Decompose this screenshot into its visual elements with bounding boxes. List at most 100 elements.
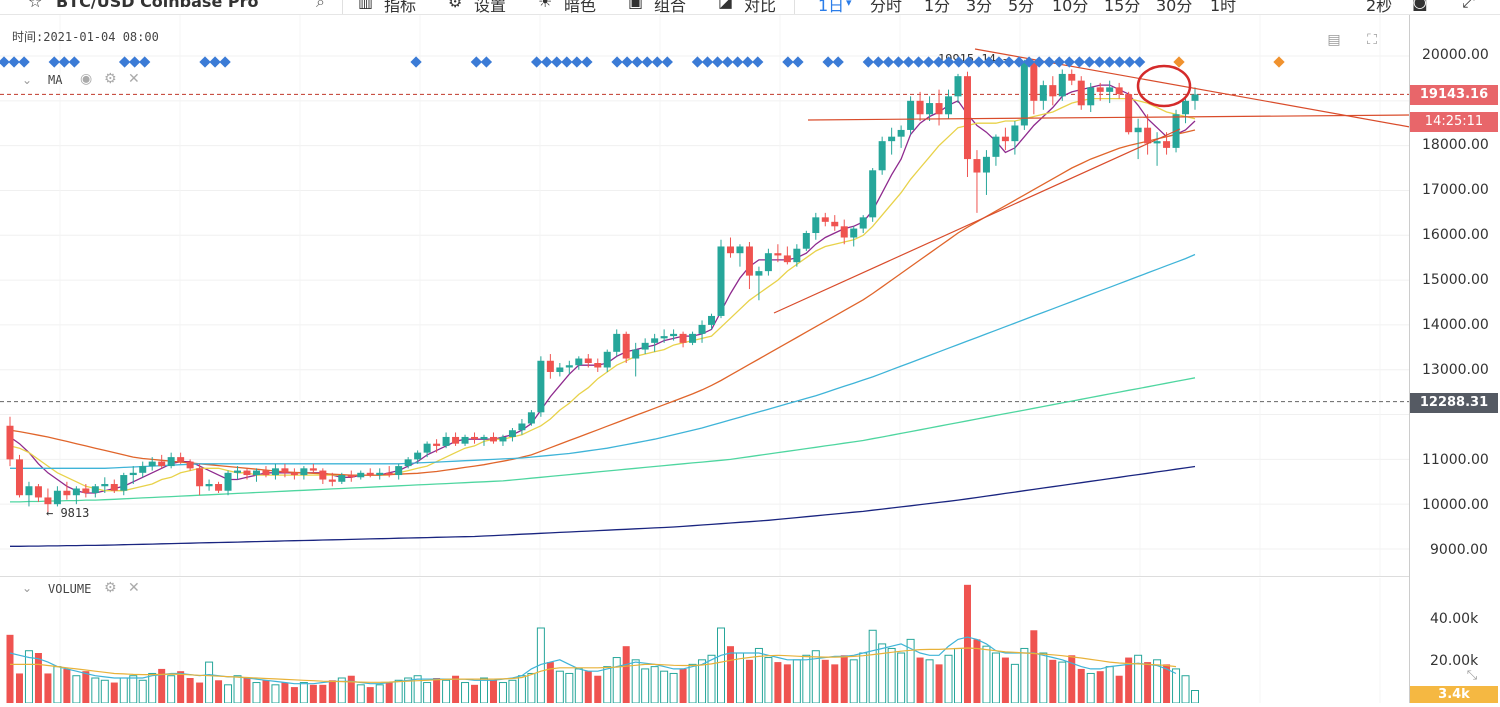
interval-selected[interactable]: 1日	[818, 0, 845, 15]
expand-icon[interactable]: ⛶	[1367, 32, 1377, 48]
signal-marker	[1113, 56, 1126, 68]
signal-marker	[872, 56, 885, 68]
volume-bar	[868, 629, 877, 704]
signal-marker	[621, 56, 633, 68]
signal-marker	[902, 56, 915, 68]
dark-mode-button[interactable]: 暗色	[564, 0, 597, 15]
fullscreen-toggle-icon[interactable]: ⤡	[1466, 668, 1478, 683]
signal-marker	[58, 56, 70, 68]
volume-bar	[1030, 630, 1038, 703]
candle	[34, 486, 42, 498]
compare-icon[interactable]: ◪	[718, 0, 734, 11]
top-toolbar: ☆ BTC/USD Coinbase Pro ⌕ ▥ 指标 ⚙ 设置 ☀ 暗色 …	[0, 0, 1500, 15]
volume-close-icon[interactable]: ✕	[128, 580, 140, 596]
candle	[158, 461, 166, 467]
settings-button[interactable]: 设置	[474, 0, 507, 15]
volume-bar	[489, 680, 497, 703]
candle	[793, 248, 801, 263]
chart-layout-icon[interactable]: ▤	[1327, 32, 1341, 48]
moon-icon[interactable]: ☀	[538, 0, 553, 11]
volume-axis-tick: 40.00k	[1430, 611, 1479, 627]
candle	[234, 470, 242, 473]
camera-icon[interactable]: ◙	[1412, 0, 1428, 11]
interval-3m[interactable]: 3分	[966, 0, 993, 15]
candle	[395, 466, 403, 476]
countdown-tag: 14:25:11	[1410, 112, 1498, 132]
interval-15m[interactable]: 15分	[1104, 0, 1141, 15]
candle	[736, 246, 744, 254]
signal-marker	[1083, 56, 1096, 68]
volume-bar	[1134, 654, 1143, 704]
volume-bar	[612, 657, 621, 704]
signal-marker	[711, 56, 724, 68]
interval-5m[interactable]: 5分	[1008, 0, 1035, 15]
star-icon[interactable]: ☆	[28, 0, 43, 11]
volume-bar	[584, 671, 592, 703]
candle	[461, 436, 469, 444]
candle	[689, 333, 697, 343]
price-chart-pane[interactable]: 19915.14 → ← 9813	[0, 15, 1411, 577]
candle	[1039, 85, 1047, 101]
candle	[281, 468, 289, 473]
layout-icon[interactable]: ▣	[628, 0, 644, 11]
candle	[907, 100, 915, 130]
candle	[973, 159, 981, 173]
volume-bar	[831, 664, 839, 703]
indicators-icon[interactable]: ▥	[358, 0, 374, 11]
ma-collapse-icon[interactable]: ⌄	[22, 73, 33, 87]
candle	[366, 472, 374, 476]
candle	[499, 436, 507, 442]
ma-close-icon[interactable]: ✕	[128, 71, 140, 87]
volume-bar	[394, 679, 403, 704]
volume-bar	[262, 680, 270, 703]
volume-settings-icon[interactable]: ⚙	[104, 580, 117, 596]
interval-1h[interactable]: 1时	[1210, 0, 1237, 15]
interval-1m[interactable]: 1分	[924, 0, 951, 15]
price-axis[interactable]: 20000.00 18000.00 17000.00 16000.00 1500…	[1410, 15, 1500, 703]
candle	[527, 412, 535, 424]
volume-bar	[1010, 663, 1019, 704]
refresh-interval[interactable]: 2秒	[1366, 0, 1393, 15]
indicators-button[interactable]: 指标	[384, 0, 417, 15]
ma-settings-icon[interactable]: ⚙	[104, 71, 117, 87]
signal-marker	[1093, 56, 1106, 68]
chevron-down-icon[interactable]: ▾	[846, 0, 852, 9]
gear-icon[interactable]: ⚙	[448, 0, 463, 11]
volume-chart[interactable]	[0, 578, 1410, 704]
interval-30m[interactable]: 30分	[1156, 0, 1193, 15]
signal-marker	[68, 56, 81, 68]
eye-icon[interactable]: ◉	[80, 71, 93, 87]
volume-collapse-icon[interactable]: ⌄	[22, 581, 33, 595]
candle	[726, 246, 734, 254]
volume-bar	[356, 684, 365, 704]
volume-bar	[944, 654, 953, 704]
candle	[385, 472, 393, 476]
combo-button[interactable]: 组合	[654, 0, 687, 15]
volume-bar	[498, 682, 507, 704]
search-icon[interactable]: ⌕	[316, 0, 325, 11]
symbol-title[interactable]: BTC/USD Coinbase Pro	[56, 0, 259, 11]
volume-pane[interactable]	[0, 578, 1410, 704]
volume-bar	[177, 671, 185, 703]
volume-bar	[916, 657, 924, 703]
candle	[433, 443, 441, 446]
pane-divider[interactable]	[0, 576, 1410, 577]
volume-bar	[954, 647, 962, 704]
fullscreen-icon[interactable]: ⤢	[1462, 0, 1475, 11]
volume-bar	[774, 662, 782, 703]
signal-marker	[822, 56, 834, 68]
signal-marker	[641, 56, 653, 68]
compare-button[interactable]: 对比	[744, 0, 777, 15]
volume-bar	[1115, 675, 1123, 703]
volume-bar	[669, 672, 678, 704]
volume-bar	[63, 668, 71, 703]
interval-tick[interactable]: 分时	[870, 0, 903, 15]
interval-10m[interactable]: 10分	[1052, 0, 1089, 15]
candle	[471, 436, 479, 440]
volume-bar	[717, 627, 725, 704]
candlestick-chart[interactable]: 19915.14 →← 9813	[0, 15, 1411, 577]
candle	[897, 129, 905, 137]
candle	[252, 470, 260, 476]
candle	[670, 333, 678, 337]
candle	[1087, 87, 1095, 106]
